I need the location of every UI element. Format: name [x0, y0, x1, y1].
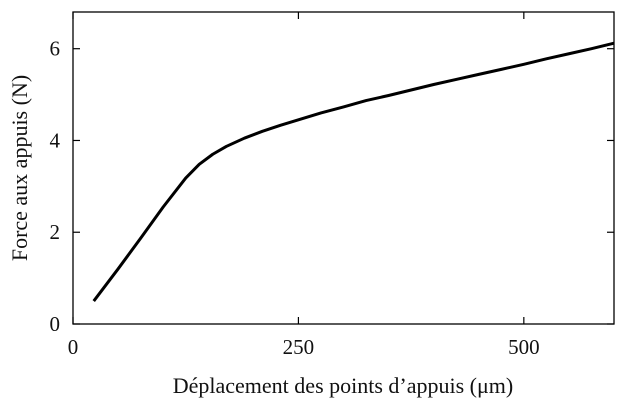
series-layer — [92, 41, 615, 302]
y-tick-label: 6 — [50, 37, 61, 61]
plot-frame — [72, 11, 615, 325]
x-tick-label: 0 — [68, 335, 79, 359]
series-points-0 — [94, 43, 614, 301]
y-axis: 0 2 4 6 — [50, 37, 614, 336]
x-tick-label: 500 — [508, 335, 540, 359]
y-tick-label: 0 — [50, 312, 61, 336]
x-axis-label: Déplacement des points d’appuis (μm) — [173, 373, 513, 398]
y-tick-label: 2 — [50, 220, 61, 244]
series-line-0 — [92, 41, 615, 302]
x-axis: 0 250 500 — [68, 12, 540, 359]
x-tick-label: 250 — [283, 335, 315, 359]
y-tick-label: 4 — [50, 128, 61, 152]
y-axis-label: Force aux appuis (N) — [7, 75, 32, 261]
